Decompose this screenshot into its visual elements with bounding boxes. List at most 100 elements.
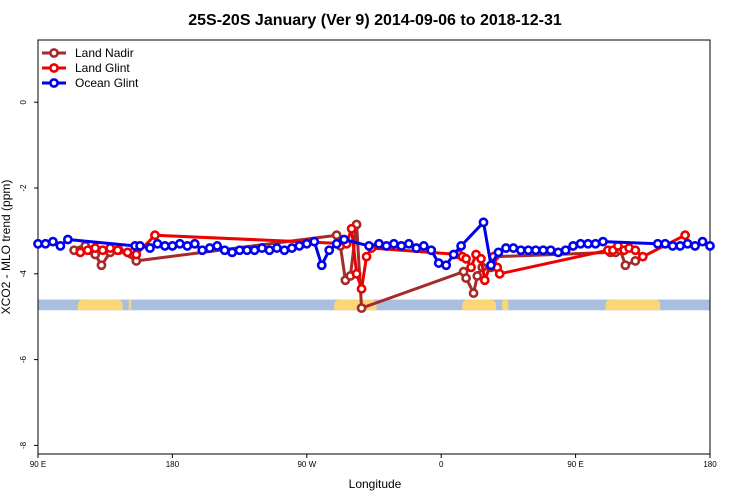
data-point	[403, 238, 414, 249]
data-point	[351, 268, 362, 279]
data-point	[476, 253, 486, 264]
data-point	[90, 243, 101, 253]
land-segment-3	[462, 299, 496, 311]
data-point	[598, 236, 608, 247]
y-tick-label-1: -2	[19, 184, 28, 192]
data-point	[331, 230, 342, 241]
data-point	[279, 245, 290, 256]
data-point	[675, 241, 686, 251]
data-point	[309, 236, 320, 247]
y-tick-label-3: -6	[19, 356, 28, 364]
data-point	[62, 234, 73, 245]
data-point	[105, 243, 116, 253]
y-axis-label: XCO2 - MLO trend (ppm)	[0, 180, 13, 315]
chart-title: 25S-20S January (Ver 9) 2014-09-06 to 20…	[188, 12, 562, 29]
data-point	[590, 238, 601, 249]
data-point	[167, 241, 178, 251]
data-point	[212, 241, 223, 251]
x-tick-label-4: 90 E	[567, 460, 583, 469]
data-point	[508, 243, 519, 253]
data-point	[234, 245, 245, 256]
data-point	[82, 245, 93, 256]
data-point	[501, 243, 511, 253]
data-point	[381, 241, 392, 251]
data-point	[682, 238, 693, 249]
data-point	[630, 245, 641, 256]
legend-label: Land Glint	[75, 61, 130, 75]
data-point	[530, 245, 541, 256]
data-point	[411, 243, 422, 253]
data-point	[568, 241, 579, 251]
data-point	[472, 271, 483, 281]
data-point	[418, 241, 429, 251]
data-point	[160, 241, 170, 251]
data-point	[145, 243, 155, 253]
data-point	[441, 260, 452, 271]
data-point	[272, 243, 282, 253]
data-point	[331, 238, 342, 249]
y-tick-label-2: -4	[19, 270, 28, 278]
y-tick-label-4: -8	[19, 441, 28, 449]
data-point	[227, 247, 238, 258]
legend-label: Ocean Glint	[75, 76, 139, 90]
data-point	[461, 273, 471, 284]
data-point	[346, 223, 357, 234]
data-point	[356, 303, 367, 314]
data-point	[486, 260, 496, 271]
data-point	[364, 241, 374, 251]
data-point	[468, 288, 479, 299]
data-point	[48, 236, 58, 247]
data-point	[33, 238, 43, 249]
data-point	[620, 260, 631, 271]
data-point	[40, 238, 51, 249]
land-segment-1	[128, 299, 132, 311]
data-point	[189, 238, 200, 249]
data-point	[182, 241, 193, 251]
data-point	[339, 234, 350, 245]
data-point	[249, 245, 260, 256]
data-point	[294, 241, 305, 251]
data-point	[538, 245, 549, 256]
data-point	[680, 230, 691, 241]
data-point	[433, 258, 444, 268]
legend-marker	[49, 48, 59, 58]
legend-marker	[49, 78, 59, 88]
data-point	[55, 241, 66, 251]
data-point	[301, 238, 312, 249]
data-point	[456, 241, 467, 251]
series-ocean-glint	[33, 217, 715, 271]
data-point	[374, 238, 384, 249]
series-land-glint	[75, 223, 691, 294]
x-tick-label-5: 180	[703, 460, 717, 469]
legend-marker	[49, 63, 59, 73]
land-segment-0	[77, 299, 123, 311]
legend-item-2: Ocean Glint	[42, 76, 139, 90]
data-point	[553, 247, 564, 258]
data-point	[523, 245, 534, 256]
data-point	[575, 238, 586, 249]
land-segment-5	[605, 299, 661, 311]
data-point	[705, 241, 715, 251]
data-point	[479, 275, 490, 286]
data-point	[316, 260, 327, 271]
data-point	[494, 268, 505, 279]
legend-label: Land Nadir	[75, 46, 134, 60]
data-point	[466, 262, 476, 273]
x-tick-label-1: 180	[166, 460, 180, 469]
data-point	[583, 238, 593, 249]
data-point	[560, 245, 571, 256]
data-point	[697, 236, 708, 247]
data-point	[396, 241, 407, 251]
data-point	[242, 245, 252, 256]
data-point	[356, 283, 367, 294]
series-line-1	[79, 227, 686, 291]
y-tick-label-0: 0	[19, 99, 28, 104]
data-point	[174, 238, 185, 249]
data-point	[652, 238, 663, 249]
data-point	[448, 249, 459, 260]
x-tick-label-3: 0	[439, 460, 444, 469]
data-point	[690, 241, 700, 251]
data-point	[150, 230, 160, 241]
data-point	[97, 245, 108, 256]
